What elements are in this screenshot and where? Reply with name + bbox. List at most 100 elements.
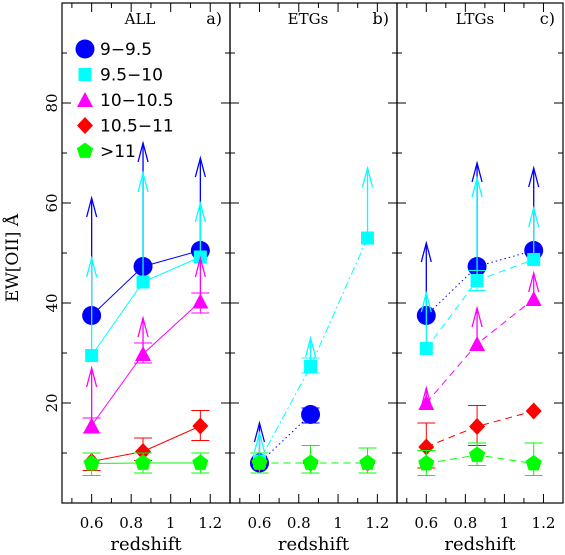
series-triangle [418, 270, 542, 410]
legend-label: >11 [100, 142, 136, 162]
panel-tag: a) [206, 9, 222, 28]
y-tick-label: 20 [43, 393, 61, 412]
x-tick-label: 1 [500, 514, 510, 532]
data-point [136, 275, 150, 289]
y-tick-label: 40 [43, 293, 61, 312]
x-axis-label: redshift [278, 534, 350, 555]
arrow-head [420, 240, 432, 263]
legend-label: 10−10.5 [100, 91, 174, 111]
legend-marker [77, 92, 93, 107]
data-point [470, 274, 484, 287]
data-point [469, 446, 486, 462]
arrow-head [304, 335, 317, 358]
y-tick-label: 80 [43, 93, 61, 112]
panel-frame [229, 2, 398, 504]
x-tick-label: 1 [333, 514, 343, 532]
series-pentagon [250, 445, 377, 474]
x-axis-label: redshift [444, 534, 516, 555]
arrow-head [420, 290, 432, 313]
legend-marker [76, 142, 94, 158]
panel-title: LTGs [456, 10, 494, 28]
data-point [192, 417, 209, 435]
x-tick-label: 1.2 [532, 514, 556, 532]
x-tick-label: 1.2 [365, 514, 389, 532]
data-point [525, 455, 542, 471]
data-point [304, 360, 318, 373]
arrow-head [471, 305, 483, 328]
arrow-head [194, 200, 206, 223]
data-point [192, 454, 209, 470]
data-point [192, 293, 209, 309]
series-triangle [82, 255, 210, 434]
x-tick-label: 0.6 [414, 514, 438, 532]
series-pentagon [82, 452, 210, 476]
panel-tag: b) [373, 9, 389, 28]
data-point [525, 291, 542, 306]
data-point [251, 454, 268, 470]
data-point [301, 405, 321, 424]
y-tick-label: 60 [43, 193, 61, 212]
arrow-head [86, 195, 98, 218]
series-line [425, 250, 534, 316]
arrow-head [253, 430, 266, 453]
legend-marker [77, 117, 93, 134]
panel-ltgs: 0.6 0.8 1 1.2 LTGs c) redshift [396, 2, 564, 555]
data-point [135, 443, 152, 460]
panel-title: ETGs [288, 10, 329, 28]
series-line [259, 414, 311, 464]
legend-marker [78, 68, 92, 81]
series-pentagon [417, 442, 543, 476]
arrow-head [137, 140, 149, 163]
arrow-head [361, 165, 374, 188]
arrow-head [86, 255, 98, 278]
data-point [83, 417, 100, 433]
data-point [361, 231, 375, 245]
arrow-head [471, 175, 483, 198]
arrow-head [420, 385, 432, 408]
arrow-head [528, 205, 540, 228]
data-point [469, 336, 486, 351]
panel-etgs: 0.6 0.8 1 1.2 ETGs b) redshift [229, 2, 398, 555]
data-point [418, 438, 435, 456]
x-tick-label: 0.6 [80, 514, 104, 532]
arrow-head [528, 165, 540, 188]
series-diamond [417, 402, 542, 469]
x-tick-label: 1 [166, 514, 176, 532]
data-point [527, 253, 541, 266]
series-circle [82, 140, 210, 325]
arrow-head [137, 170, 149, 193]
arrow-head [253, 420, 266, 443]
legend-label: 9−9.5 [100, 40, 152, 60]
data-point [135, 346, 152, 361]
panels: 0.6 0.8 1 1.2 20 40 60 80 ALL a) redshift 0.6 0.8 1 1.… [43, 2, 564, 555]
arrow-head [86, 365, 98, 388]
arrow-head [194, 155, 206, 178]
legend: 9−9.5 9.5−10 10−10.5 10.5−11 >11 [75, 39, 174, 162]
panel-tag: c) [540, 9, 555, 28]
data-point [419, 342, 433, 355]
series-square [419, 175, 541, 355]
data-point [85, 349, 99, 362]
arrow-head [528, 270, 540, 293]
arrow-head [194, 255, 206, 278]
data-point [302, 454, 319, 470]
data-point [135, 454, 152, 470]
x-tick-label: 0.6 [248, 514, 272, 532]
legend-label: 10.5−11 [100, 117, 174, 137]
arrow-head [137, 315, 149, 338]
data-point [83, 455, 100, 471]
panel-all: 0.6 0.8 1 1.2 20 40 60 80 ALL a) redshift [43, 2, 231, 555]
data-point [525, 402, 542, 420]
x-tick-label: 1.2 [198, 514, 222, 532]
x-tick-label: 0.8 [119, 514, 143, 532]
legend-marker [75, 39, 95, 59]
arrow-head [471, 160, 483, 183]
data-point [359, 454, 376, 470]
x-tick-label: 0.8 [453, 514, 477, 532]
panel-title: ALL [124, 10, 156, 28]
data-point [418, 395, 435, 410]
data-point [469, 418, 486, 435]
y-axis-label: EW[OII] Å [2, 213, 23, 302]
data-point [418, 455, 435, 471]
